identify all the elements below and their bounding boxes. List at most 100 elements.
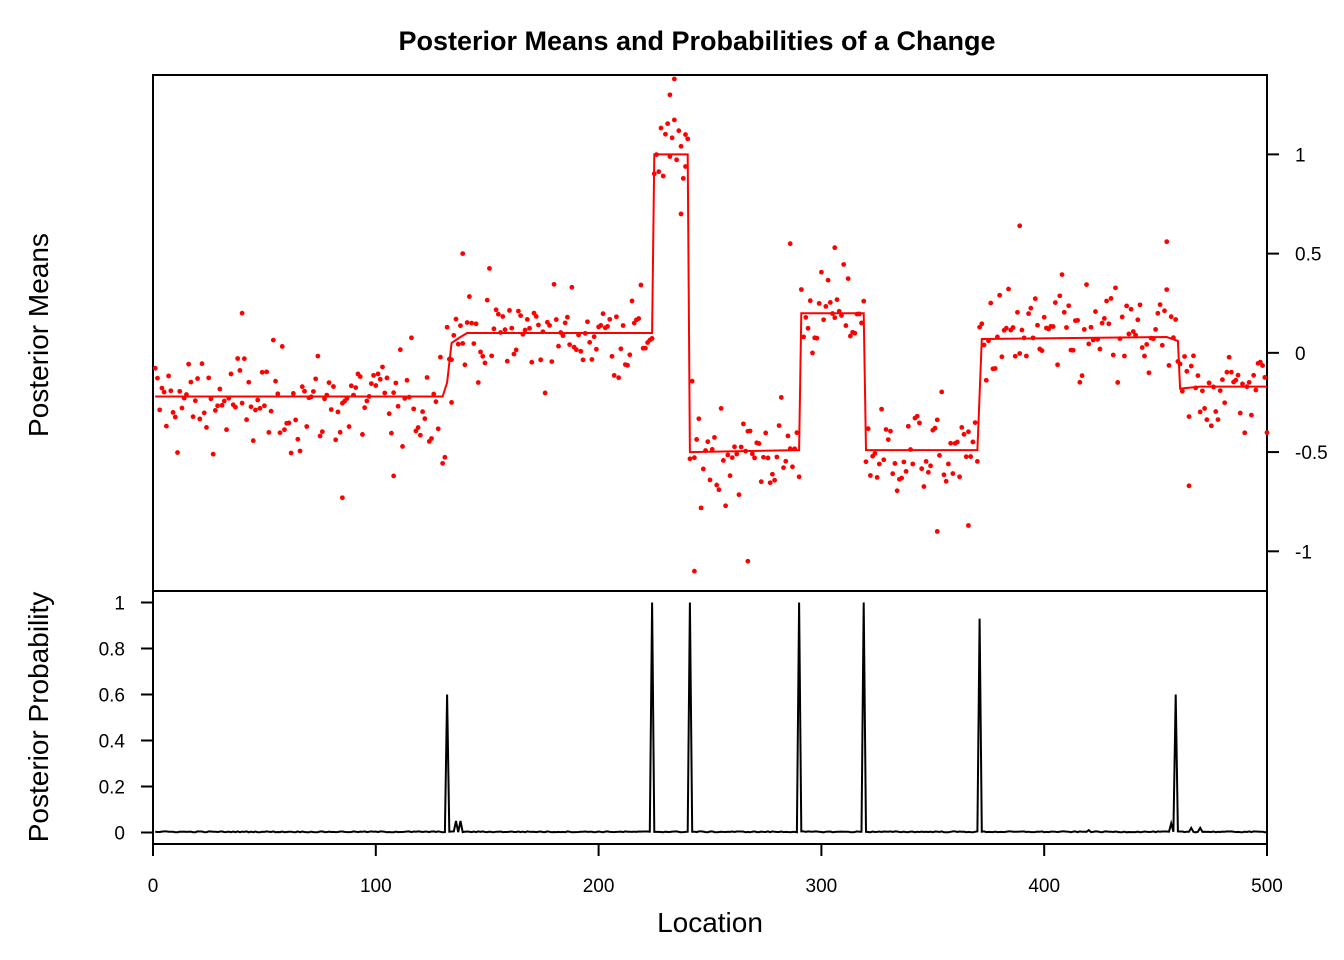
data-point (957, 474, 962, 480)
data-point (1233, 377, 1239, 383)
data-point (538, 357, 544, 363)
data-point (625, 362, 630, 368)
data-point (246, 379, 252, 385)
data-point (1179, 388, 1185, 394)
x-tick-label: 100 (360, 876, 392, 897)
data-point (268, 408, 274, 414)
data-point (928, 463, 933, 469)
x-tick-label: 200 (583, 876, 615, 897)
data-point (293, 417, 298, 423)
data-point (961, 431, 967, 437)
means-y-tick-label: 0.5 (1295, 245, 1321, 266)
data-point (175, 450, 180, 455)
data-point (547, 322, 552, 328)
data-point (524, 316, 530, 322)
data-point (803, 314, 809, 320)
data-point (981, 342, 987, 348)
data-point (346, 424, 352, 429)
data-point (1246, 379, 1252, 385)
data-point (415, 425, 421, 430)
x-tick-label: 300 (806, 876, 838, 897)
data-point (839, 313, 844, 318)
data-point (464, 320, 470, 325)
data-point (556, 343, 561, 349)
data-point (943, 478, 949, 484)
data-point (444, 324, 450, 330)
data-point (504, 358, 510, 364)
data-point (988, 300, 994, 306)
data-point (1186, 483, 1192, 489)
data-point (663, 131, 668, 137)
data-point (473, 321, 479, 327)
data-point (810, 350, 815, 356)
data-point (959, 424, 965, 430)
data-point (667, 92, 673, 98)
data-point (732, 444, 737, 450)
data-point (974, 458, 980, 464)
data-point (1249, 412, 1254, 418)
data-point (796, 474, 802, 480)
data-point (1026, 311, 1032, 317)
data-point (1159, 342, 1165, 348)
data-point (692, 568, 697, 574)
data-point (152, 365, 158, 371)
data-point (1052, 300, 1058, 305)
data-point (429, 436, 434, 441)
data-point (357, 374, 363, 379)
data-point (1226, 354, 1232, 360)
data-point (1090, 337, 1096, 343)
data-point (1164, 287, 1170, 292)
data-point (683, 164, 688, 169)
data-point (500, 314, 506, 319)
data-point (934, 529, 940, 534)
data-point (192, 398, 198, 404)
data-point (763, 430, 769, 436)
data-point (1126, 331, 1132, 337)
data-point (1023, 353, 1029, 359)
data-point (1084, 282, 1089, 287)
chart-title: Posterior Means and Probabilities of a C… (398, 26, 995, 56)
data-point (493, 307, 499, 313)
data-point (277, 430, 283, 436)
data-point (208, 396, 214, 402)
data-point (422, 416, 428, 422)
data-point (1017, 223, 1023, 229)
data-point (239, 400, 245, 406)
data-point (177, 388, 183, 394)
data-point (910, 461, 916, 467)
data-point (890, 471, 896, 477)
data-point (1012, 353, 1018, 359)
data-point (772, 477, 778, 483)
data-point (1050, 324, 1056, 329)
data-point (963, 454, 969, 460)
data-point (1260, 363, 1265, 368)
means-y-tick-label: 0 (1295, 344, 1306, 365)
probability-y-tick-label: 1 (114, 594, 125, 615)
data-point (1162, 308, 1167, 314)
data-point (551, 281, 557, 287)
data-point (435, 426, 441, 432)
data-point (375, 371, 381, 377)
data-point (471, 341, 477, 346)
data-point (1142, 353, 1147, 359)
data-point (807, 298, 813, 304)
data-point (1110, 352, 1116, 358)
data-point (678, 211, 684, 217)
data-point (736, 492, 742, 498)
data-point (903, 468, 909, 474)
data-point (1113, 285, 1118, 291)
data-point (244, 417, 249, 423)
data-point (270, 337, 276, 343)
data-point (166, 373, 171, 379)
data-point (1139, 345, 1145, 350)
data-point (322, 396, 327, 402)
data-point (607, 316, 613, 322)
data-point (212, 407, 218, 413)
data-point (1106, 321, 1112, 327)
data-point (868, 473, 873, 478)
data-point (1130, 329, 1136, 334)
data-point (353, 385, 359, 391)
means-panel: -1 -0.5 0 0.5 1 (152, 74, 1328, 592)
data-point (923, 458, 929, 464)
data-point (489, 353, 495, 359)
